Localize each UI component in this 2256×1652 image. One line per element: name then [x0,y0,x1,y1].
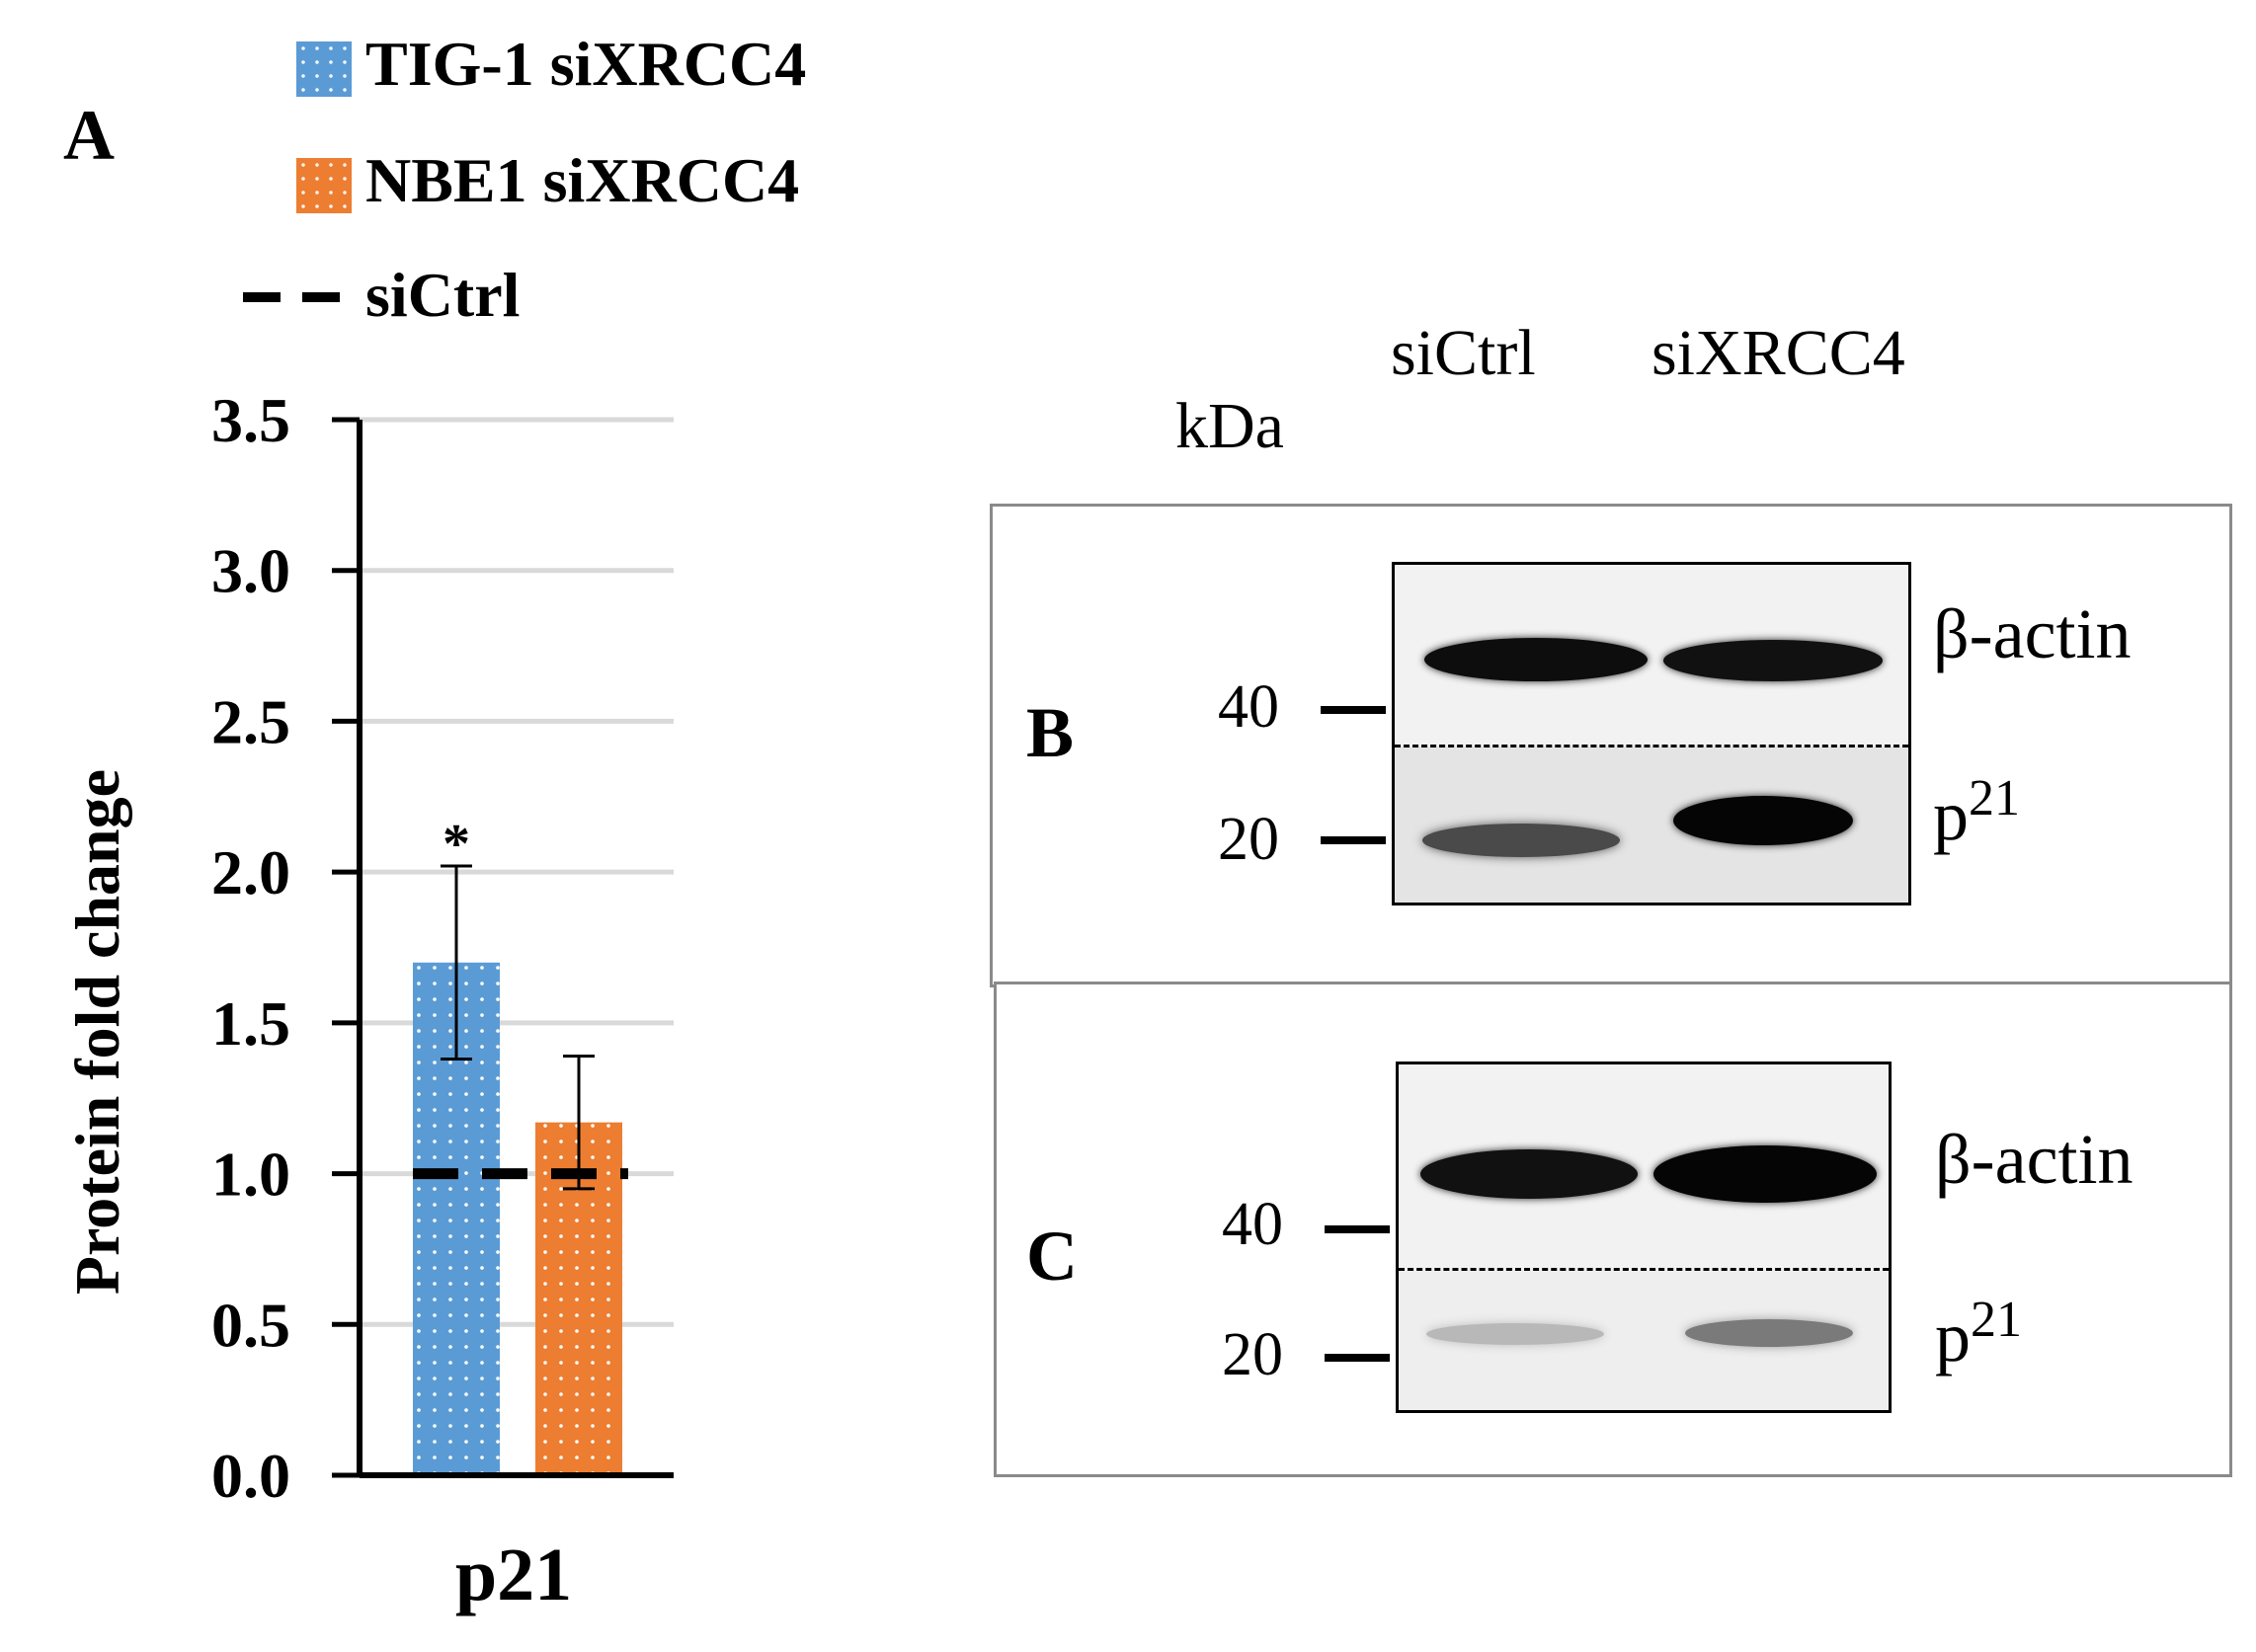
error-bars: * [441,814,595,1191]
axes [332,417,674,1478]
x-category-label: p21 [455,1534,572,1616]
legend-dash-siCtrl [243,292,342,302]
blot-divider-c [1399,1268,1889,1271]
error-bar-tig [441,864,472,1062]
bars [413,962,622,1475]
y-tick-labels: 0.0 0.5 1.0 1.5 2.0 2.5 3.0 3.5 [211,385,290,1511]
blot-image-c [1396,1062,1892,1413]
band-actin-siCtrl [1424,638,1648,681]
band-p21-siCtrl [1422,824,1620,857]
blot-panel-c: C 40 20 β-actin p21 [994,982,2232,1477]
blot-panel-b: B 40 20 β-actin p21 [990,504,2232,987]
band-actin-siXRCC4 [1663,640,1883,681]
y-tick-label: 3.5 [211,385,290,455]
y-axis-label: Protein fold change [62,769,132,1295]
marker-20-tick-c [1325,1354,1390,1362]
band-actin-siCtrl-c [1420,1149,1638,1199]
marker-40-tick-c [1325,1225,1390,1233]
band-actin-siXRCC4-c [1653,1145,1877,1203]
protein-label-p21-c: p21 [1935,1292,2022,1377]
blot-image-b [1392,562,1911,905]
legend: TIG-1 siXRCC4 NBE1 siXRCC4 siCtrl [237,20,928,330]
legend-label-siCtrl: siCtrl [365,260,521,330]
y-tick-label: 2.5 [211,686,290,756]
y-tick-label: 2.0 [211,837,290,907]
bar-chart: 0.0 0.5 1.0 1.5 2.0 2.5 3.0 3.5 * Protein fold … [62,385,674,1616]
lane-label-siXRCC4: siXRCC4 [1652,317,1905,389]
marker-40-tick [1321,706,1386,714]
protein-label-actin-c: β-actin [1935,1120,2134,1199]
panel-label-c: C [1026,1217,1078,1296]
marker-20-label: 20 [1218,806,1279,873]
y-tick-label: 3.0 [211,536,290,606]
blot-divider [1395,745,1908,747]
legend-label-tig: TIG-1 siXRCC4 [365,29,807,99]
protein-label-actin-b: β-actin [1933,594,2132,673]
kda-label: kDa [1175,390,1284,462]
error-bar-nbe [563,1054,595,1191]
gridlines [360,417,674,1327]
marker-40-label: 40 [1218,673,1279,741]
legend-swatch-nbe [296,158,352,213]
legend-label-nbe: NBE1 siXRCC4 [365,145,800,215]
y-tick-label: 1.0 [211,1140,290,1210]
lane-label-siCtrl: siCtrl [1391,317,1536,389]
y-tick-label: 0.5 [211,1290,290,1360]
band-p21-siXRCC4-c [1685,1319,1853,1347]
legend-swatch-tig [296,41,352,97]
band-p21-siCtrl-c [1426,1323,1604,1345]
y-tick-label: 1.5 [211,988,290,1059]
marker-20-label-c: 20 [1222,1321,1283,1388]
protein-label-p21-b: p21 [1933,770,2020,855]
significance-marker: * [443,814,470,875]
panel-label-b: B [1026,693,1075,772]
marker-40-label-c: 40 [1222,1191,1283,1258]
y-tick-label: 0.0 [211,1441,290,1511]
panel-label-a: A [63,96,115,175]
band-p21-siXRCC4 [1673,796,1853,845]
marker-20-tick [1321,836,1386,844]
